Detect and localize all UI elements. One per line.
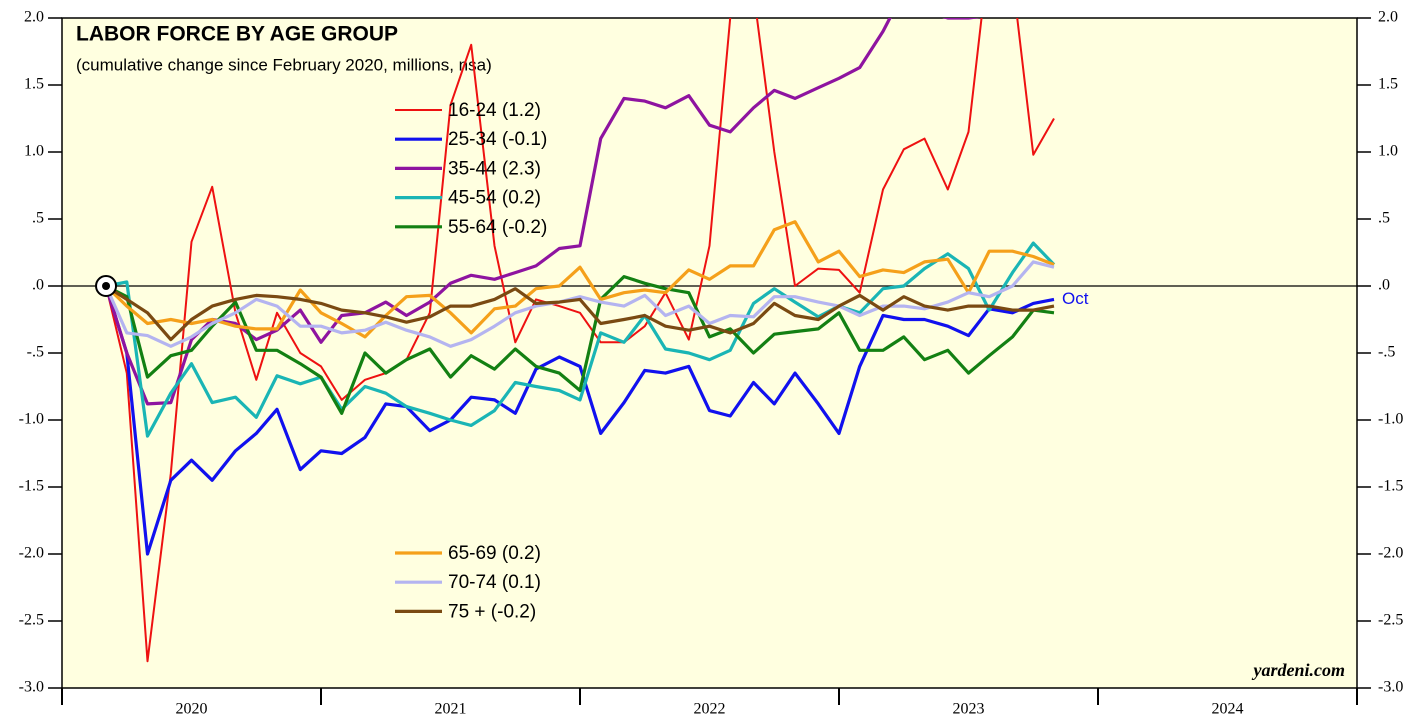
x-tick-label: 2024 <box>1212 701 1244 718</box>
y-tick-label: -3.0 <box>19 679 44 696</box>
y-tick-label-right: 2.0 <box>1378 9 1398 26</box>
legend-label: 25-34 (-0.1) <box>448 129 547 150</box>
y-tick-label-right: -2.5 <box>1378 612 1403 629</box>
x-tick-label: 2023 <box>953 701 985 718</box>
y-tick-label: -1.5 <box>19 478 44 495</box>
chart-title: LABOR FORCE BY AGE GROUP <box>76 23 398 46</box>
y-tick-label-right: -1.0 <box>1378 411 1403 428</box>
series-group <box>104 18 1056 663</box>
y-tick-label-right: .5 <box>1378 210 1390 227</box>
y-tick-label: 1.5 <box>24 76 44 93</box>
x-tick-label: 2021 <box>435 701 467 718</box>
x-tick-label: 2020 <box>176 701 208 718</box>
y-tick-label-right: -.5 <box>1378 344 1395 361</box>
legend-label: 75 + (-0.2) <box>448 601 536 622</box>
x-tick-label: 2022 <box>694 701 726 718</box>
end-annotation: Oct <box>1062 289 1089 308</box>
series-line <box>105 241 1056 438</box>
legend-label: 45-54 (0.2) <box>448 188 541 209</box>
y-tick-label-right: -3.0 <box>1378 679 1403 696</box>
series-line <box>104 285 1055 556</box>
chart-subtitle: (cumulative change since February 2020, … <box>76 55 492 74</box>
y-tick-label: -1.0 <box>19 411 44 428</box>
origin-dot <box>102 282 111 290</box>
legend-label: 35-44 (2.3) <box>448 158 541 179</box>
series-line <box>105 18 1055 663</box>
series-line <box>105 275 1055 415</box>
plot-area <box>61 17 1358 689</box>
y-tick-label: -.5 <box>27 344 44 361</box>
series-line <box>104 220 1055 339</box>
y-tick-label-right: .0 <box>1378 277 1390 294</box>
series-line <box>105 284 1055 342</box>
y-tick-label-right: 1.0 <box>1378 143 1398 160</box>
source: yardeni.com <box>1252 660 1346 680</box>
y-tick-label: -2.0 <box>19 545 44 562</box>
y-tick-label: .5 <box>32 210 44 227</box>
legend-label: 65-69 (0.2) <box>448 543 541 564</box>
y-tick-label-right: 1.5 <box>1378 76 1398 93</box>
series-line <box>104 18 981 406</box>
y-tick-label: 2.0 <box>24 9 44 26</box>
series-line <box>104 260 1055 348</box>
y-tick-label-right: -1.5 <box>1378 478 1403 495</box>
y-tick-label: -2.5 <box>19 612 44 629</box>
legend-label: 16-24 (1.2) <box>448 100 541 121</box>
y-tick-label: 1.0 <box>24 143 44 160</box>
y-tick-label: .0 <box>32 277 44 294</box>
legend-label: 70-74 (0.1) <box>448 572 541 593</box>
y-tick-label-right: -2.0 <box>1378 545 1403 562</box>
legend-label: 55-64 (-0.2) <box>448 217 547 238</box>
